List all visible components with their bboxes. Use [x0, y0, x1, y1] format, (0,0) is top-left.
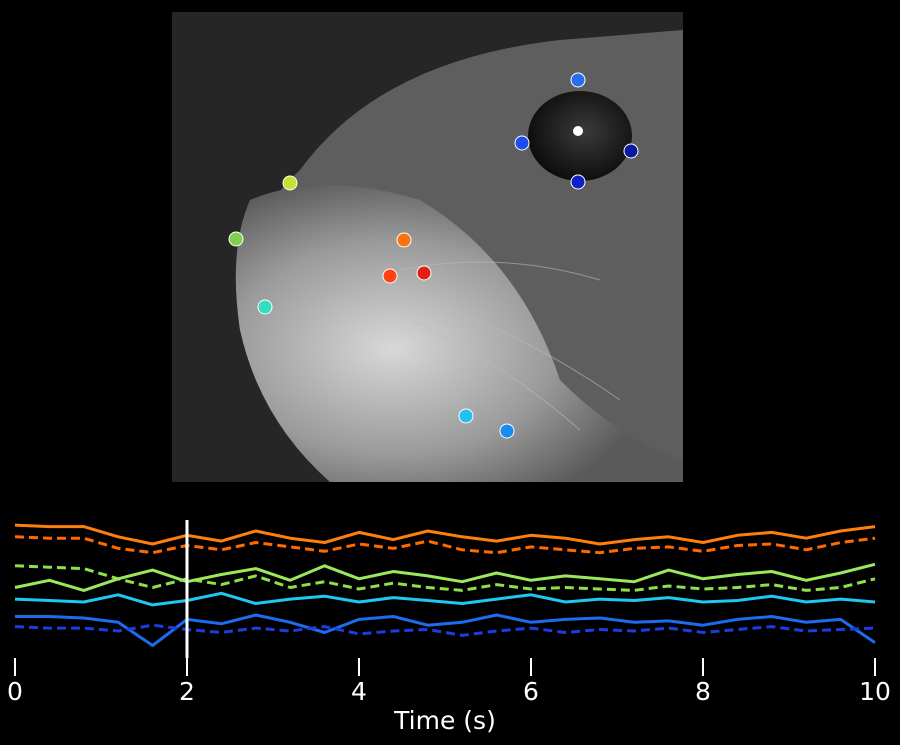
x-tick-label: 4: [351, 677, 367, 706]
x-tick-label: 2: [179, 677, 195, 706]
trace: [15, 613, 876, 647]
trace: [14, 591, 876, 607]
x-tick-label: 0: [7, 677, 23, 706]
trace: [14, 564, 876, 592]
x-tick-label: 8: [695, 677, 711, 706]
x-axis-label: Time (s): [393, 706, 496, 735]
traces-plot: 0 2 4 6 8 10: [7, 520, 891, 706]
trace: [14, 562, 876, 592]
trace: [14, 535, 876, 555]
x-tick-label: 10: [859, 677, 891, 706]
trace: [14, 523, 876, 546]
x-tick-label: 6: [523, 677, 539, 706]
trace: [14, 623, 876, 637]
mouse-image: [172, 12, 683, 482]
